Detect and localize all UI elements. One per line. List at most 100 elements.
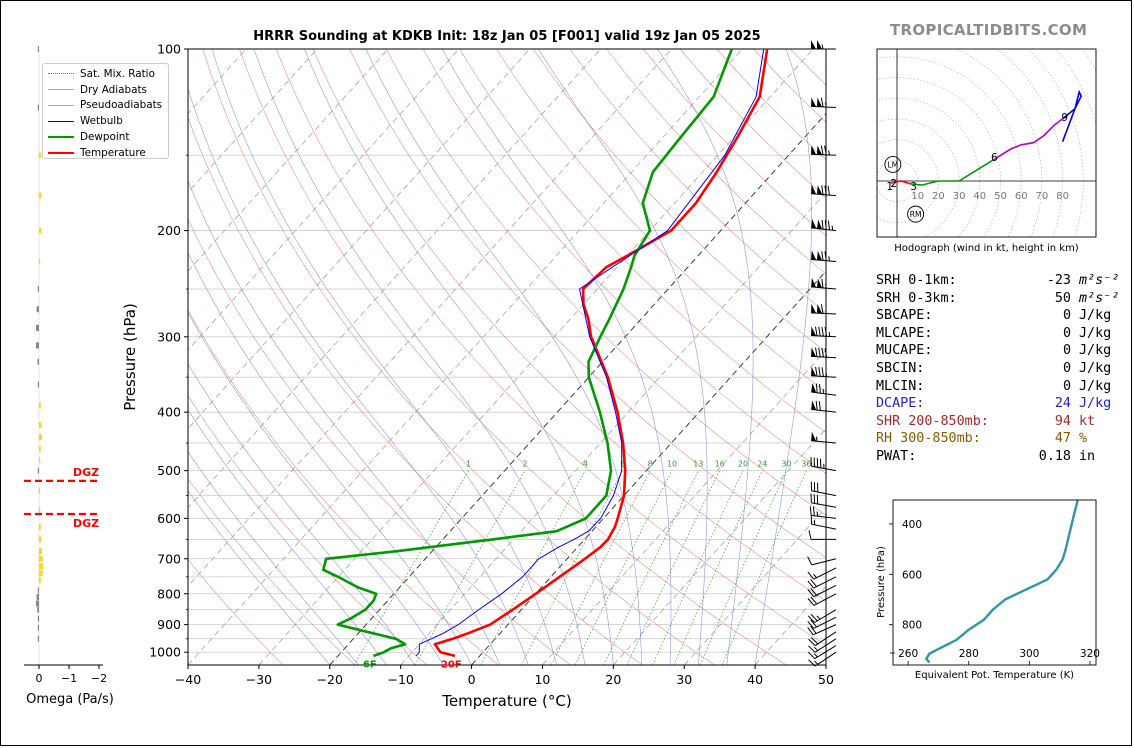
isotherm-line [188, 49, 318, 193]
parameter-label: MLCIN: [876, 378, 925, 394]
hodograph-ring-label: 10 [911, 191, 924, 202]
wind-barb [810, 457, 837, 472]
x-tick-label: 30 [676, 672, 692, 687]
hodograph-height-label: 6 [991, 152, 998, 164]
y-tick-label: 500 [157, 463, 181, 478]
mixing-ratio-label: 13 [693, 460, 703, 469]
dry-adiabat-line [422, 49, 826, 474]
pseudoadiabat-line [188, 311, 444, 665]
x-tick-label: 0 [468, 672, 476, 687]
barb-full [807, 620, 815, 629]
series-temperature-line [433, 49, 769, 658]
wind-barb [808, 638, 837, 653]
barb-shaft [813, 567, 837, 580]
barb-full [820, 304, 824, 314]
theta-e-plot [925, 500, 1079, 664]
mixing-ratio-line [721, 470, 807, 665]
hodograph-ring-label: 50 [994, 191, 1007, 202]
hodograph-ring-label: 80 [1056, 191, 1069, 202]
barb-shaft [814, 651, 837, 667]
legend-entry: Pseudoadiabats [43, 98, 168, 114]
omega-bar [39, 421, 42, 428]
barb-half [816, 615, 821, 620]
barb-shaft [811, 502, 837, 508]
isotherm-line [188, 49, 601, 508]
barb-half [815, 436, 818, 442]
wind-barb [811, 184, 837, 197]
pseudoadiabat-line [188, 363, 416, 665]
isotherm-highlight-line [471, 270, 826, 665]
dgz-label: DGZ [73, 466, 99, 479]
parameter-value: 0.18 [1038, 448, 1071, 464]
pseudoadiabat-line [188, 451, 359, 665]
hodograph-height-label: 2 [891, 178, 898, 190]
theta-e-x-tick-label: 280 [959, 648, 979, 660]
wind-barb [811, 347, 837, 359]
pseudoadiabat-line [304, 49, 614, 665]
barb-flag [811, 383, 817, 393]
parameter-unit: m²s⁻² [1079, 273, 1120, 288]
dry-adiabat-line [188, 218, 571, 665]
barb-half [813, 573, 817, 579]
omega-bar [39, 445, 41, 452]
parameter-table: SRH 0-1km: -23 m²s⁻² SRH 0-3km: 50 m²s⁻² SBCAP… [876, 272, 1119, 466]
pseudoadiabat-line [754, 49, 813, 665]
legend-entry: Sat. Mix. Ratio [43, 66, 168, 82]
mixing-ratio-line [603, 470, 699, 665]
omega-bar [39, 548, 42, 555]
legend-swatch [48, 151, 74, 154]
omega-x-tick-label: −2 [91, 672, 107, 685]
dry-adiabat-line [275, 49, 826, 646]
mixing-ratio-line [699, 470, 787, 665]
parameter-unit: J/kg [1079, 360, 1112, 376]
pseudoadiabat-line [188, 252, 472, 665]
dry-adiabat-line [459, 49, 826, 433]
dry-adiabat-line [188, 558, 284, 665]
hodograph-trace [890, 180, 912, 185]
barb-shaft [814, 638, 837, 653]
barb-flag [817, 97, 823, 107]
parameter-row: RH 300-850mb: 47% [876, 430, 1119, 448]
legend-swatch [48, 120, 74, 122]
x-tick-label: −30 [246, 672, 272, 687]
hodograph-frame [876, 48, 1097, 238]
omega-bar [36, 306, 39, 313]
isotherm-line [188, 49, 672, 587]
hodograph-ring-label: 70 [1036, 191, 1049, 202]
legend-label: Temperature [80, 146, 146, 159]
mixing-ratio-line [652, 470, 744, 665]
storm-motion-marker [884, 155, 902, 173]
barb-shaft [811, 312, 837, 315]
wind-barb [807, 567, 837, 580]
mixing-ratio-line [550, 470, 651, 665]
barb-flag [811, 40, 816, 49]
barb-shaft [813, 616, 837, 629]
dry-adiabat-line [239, 49, 787, 665]
y-tick-label: 300 [157, 329, 181, 344]
parameter-row: SRH 0-3km: 50 m²s⁻² [876, 290, 1119, 308]
omega-bar [39, 152, 41, 159]
isotherm-line [0, 49, 34, 665]
parameter-label: SRH 0-1km: [876, 273, 957, 288]
wind-barb [811, 400, 837, 413]
parameter-row: DCAPE: 24 J/kg [876, 395, 1119, 413]
pseudoadiabat-line [188, 490, 331, 665]
parameter-row: SBCIN: 0 J/kg [876, 360, 1119, 378]
barb-full [827, 185, 830, 196]
barb-full [821, 251, 824, 261]
x-tick-label: −40 [175, 672, 201, 687]
omega-bar [37, 46, 39, 52]
omega-x-axis-title: Omega (Pa/s) [26, 692, 114, 707]
barb-full [815, 326, 818, 336]
series-dewpoint-line [321, 49, 734, 658]
barb-flag [811, 145, 817, 155]
pseudoadiabat-line [253, 49, 586, 665]
dgz-label: DGZ [73, 517, 99, 530]
y-tick-label: 200 [157, 223, 181, 238]
hodograph-trace [911, 158, 995, 186]
barb-shaft [813, 576, 837, 589]
x-tick-label: −20 [317, 672, 343, 687]
theta-e-x-tick-label: 260 [898, 648, 918, 660]
isotherm-line [188, 49, 743, 665]
legend-entry: Temperature [43, 145, 168, 161]
